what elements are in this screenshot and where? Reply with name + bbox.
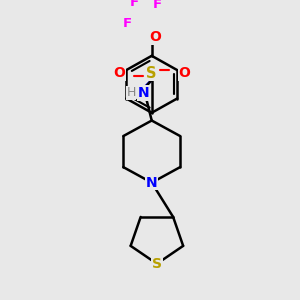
Text: N: N — [137, 86, 149, 100]
Text: F: F — [152, 0, 161, 11]
Text: F: F — [123, 17, 132, 30]
Text: O: O — [178, 66, 190, 80]
Text: N: N — [146, 176, 158, 190]
Text: H: H — [126, 86, 136, 99]
Text: S: S — [146, 66, 157, 81]
Text: O: O — [149, 30, 161, 44]
Text: F: F — [130, 0, 139, 9]
Text: O: O — [113, 66, 125, 80]
Text: S: S — [152, 257, 162, 271]
